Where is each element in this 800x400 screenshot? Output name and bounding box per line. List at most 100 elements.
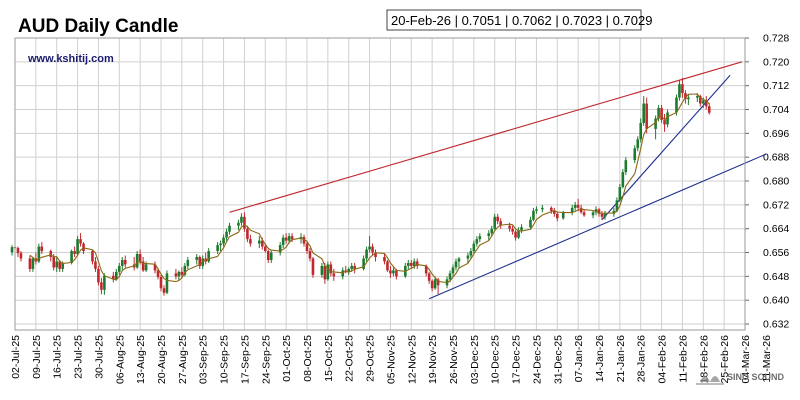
candle-body — [415, 261, 419, 266]
candle-body — [478, 236, 482, 240]
candle-body — [31, 258, 35, 269]
chart-title: AUD Daily Candle — [18, 16, 178, 37]
candle — [469, 248, 473, 259]
x-tick-label: 03-Dec-25 — [469, 335, 481, 384]
candle-body — [487, 233, 491, 237]
candle — [162, 285, 166, 296]
candle — [94, 257, 97, 272]
y-tick-label: 0.680 — [763, 176, 789, 188]
candle-body — [541, 207, 544, 210]
candle — [666, 109, 669, 128]
candle-body — [180, 271, 184, 275]
candle-body — [645, 103, 648, 129]
candle-body — [103, 275, 106, 290]
candle — [553, 207, 556, 217]
candle-body — [642, 103, 645, 123]
candle-body — [579, 207, 583, 213]
candle — [135, 251, 139, 269]
candle-body — [117, 265, 121, 272]
candle — [249, 234, 252, 247]
ohlc-readout: 20-Feb-26 | 0.7051 | 0.7062 | 0.7023 | 0… — [391, 13, 652, 28]
candle-body — [73, 251, 76, 255]
candle-body — [454, 261, 458, 268]
candle — [514, 230, 517, 241]
candle-body — [535, 209, 538, 211]
candle-body — [696, 96, 699, 98]
candle-body — [162, 288, 166, 293]
candle-body — [115, 271, 118, 280]
candle-body — [553, 210, 556, 214]
candle — [687, 94, 690, 106]
y-tick-label: 0.648 — [763, 271, 789, 283]
candle-body — [112, 275, 115, 280]
x-tick-label: 16-Jul-25 — [52, 335, 64, 379]
candle — [103, 273, 106, 295]
candle-body — [374, 252, 377, 257]
candle-body — [79, 239, 82, 244]
candle-body — [389, 270, 392, 274]
candle-body — [594, 209, 598, 213]
candle-body — [332, 273, 336, 277]
candle — [371, 243, 374, 256]
candle — [123, 255, 127, 268]
candle — [19, 251, 23, 262]
candle-body — [55, 261, 59, 268]
candle-body — [97, 268, 100, 283]
candle-body — [144, 264, 148, 271]
candle-body — [222, 237, 225, 244]
candle-body — [120, 259, 124, 266]
candle — [347, 267, 351, 275]
candle-body — [490, 228, 494, 234]
candle-body — [305, 243, 309, 252]
candle-body — [386, 261, 389, 271]
candle — [699, 94, 702, 107]
y-tick-label: 0.656 — [763, 247, 789, 259]
x-tick-label: 20-Aug-25 — [156, 335, 168, 384]
candle-body — [684, 93, 687, 100]
candle-body — [472, 243, 476, 252]
candle-body — [383, 257, 386, 262]
candle — [430, 279, 434, 292]
candle-body — [70, 251, 73, 263]
candle — [269, 249, 273, 263]
candle — [332, 268, 336, 281]
x-tick-label: 09-Jul-25 — [31, 335, 43, 379]
x-tick-label: 14-Jan-26 — [594, 335, 606, 382]
candle — [153, 261, 157, 274]
website-label: www.kshitij.com — [27, 53, 114, 65]
candle — [281, 234, 285, 249]
candle-body — [278, 245, 282, 253]
x-tick-label: 28-Jan-26 — [636, 335, 648, 382]
x-tick-label: 02-Jul-25 — [10, 335, 22, 379]
candle — [576, 198, 580, 211]
candle — [427, 271, 431, 284]
candle-body — [94, 261, 97, 269]
lotus-logo-icon — [696, 376, 724, 385]
candle-body — [550, 207, 553, 211]
y-tick-label: 0.696 — [763, 128, 789, 140]
candle-body — [198, 257, 202, 266]
candle — [555, 212, 559, 222]
candle-body — [707, 106, 711, 113]
candle-body — [427, 273, 431, 281]
candle-body — [353, 265, 356, 269]
trendline-support — [428, 153, 767, 300]
candle-body — [466, 255, 470, 259]
candle — [654, 115, 657, 140]
candle — [621, 169, 625, 189]
candle-body — [326, 264, 330, 280]
candle — [115, 268, 118, 281]
moving-average-line — [29, 93, 710, 284]
ohlc-readout-box — [386, 9, 642, 31]
candle — [112, 271, 115, 283]
candle-body — [263, 246, 267, 252]
y-tick-label: 0.664 — [763, 223, 789, 235]
candle — [475, 236, 479, 247]
x-tick-label: 12-Nov-25 — [406, 335, 418, 384]
candle — [678, 79, 681, 101]
candle — [302, 234, 306, 247]
candle-body — [269, 252, 273, 260]
candle-body — [520, 227, 523, 231]
candle — [246, 225, 249, 243]
candle-body — [365, 249, 368, 259]
